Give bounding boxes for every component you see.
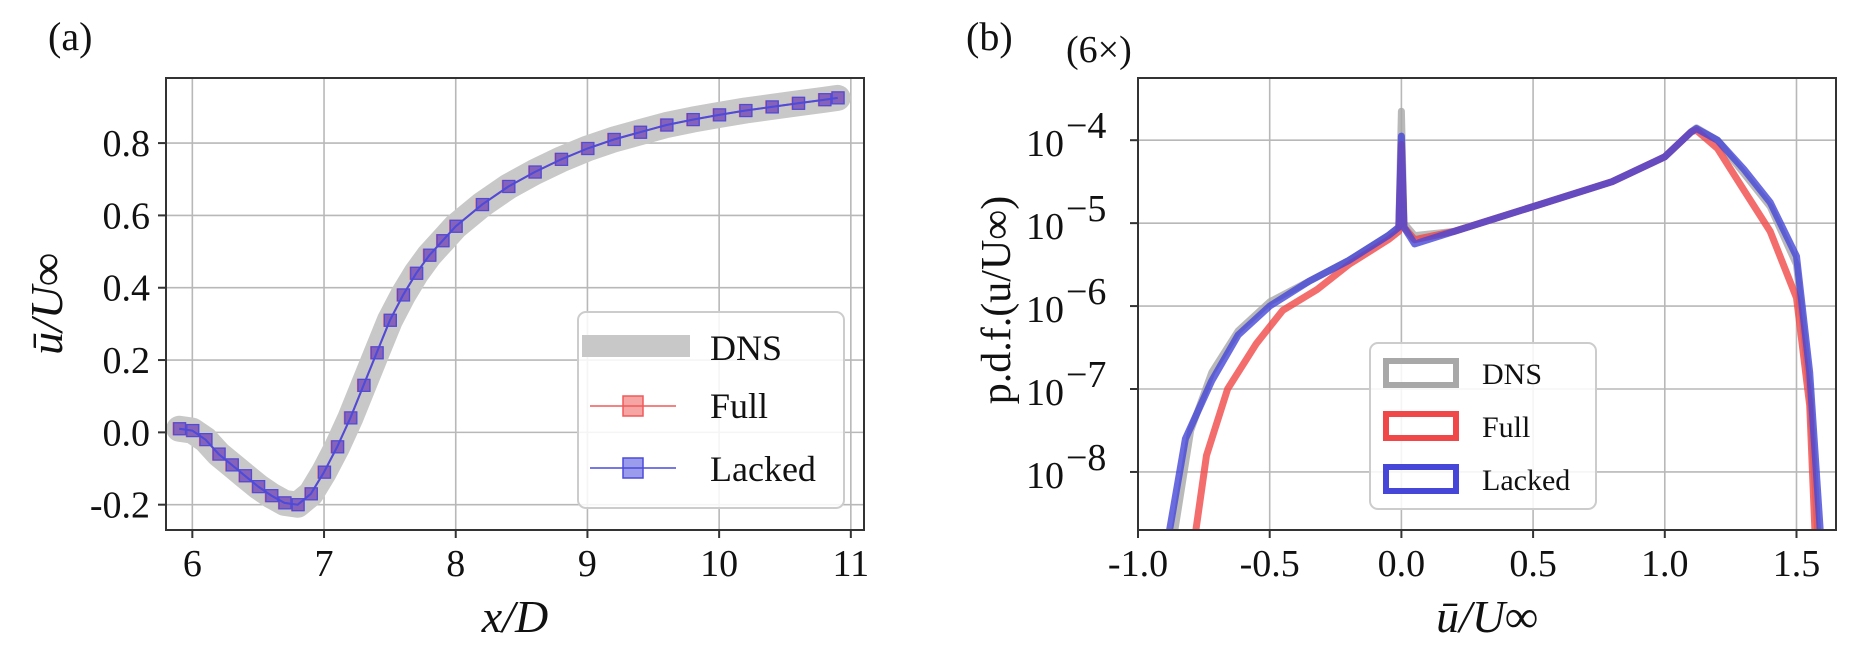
panel-b-ytick-label: 10 bbox=[1026, 123, 1064, 165]
legend-b-swatch-full bbox=[1383, 411, 1459, 441]
legend-a-swatch-dns bbox=[582, 335, 690, 357]
panel-a-point-lacked bbox=[357, 378, 371, 392]
panel-b-legend: DNS Full Lacked bbox=[1369, 342, 1597, 510]
panel-a-xtick-label: 11 bbox=[833, 543, 870, 585]
legend-a-marker-full bbox=[622, 395, 644, 417]
panel-a-point-lacked bbox=[199, 433, 213, 447]
panel-a-ytick-label: 0.8 bbox=[103, 123, 151, 165]
panel-a-point-lacked bbox=[278, 496, 292, 510]
panel-a-point-lacked bbox=[252, 480, 266, 494]
panel-a-legend: DNS Full Lacked bbox=[577, 311, 845, 509]
panel-b-ytick-exponent: −5 bbox=[1066, 188, 1106, 230]
panel-a-point-lacked bbox=[713, 108, 727, 122]
panel-a-point-lacked bbox=[304, 487, 318, 501]
panel-b-plot: -1.0 -0.5 0.0 0.5 1.0 1.510−810−710−610−510−4… bbox=[1026, 77, 1837, 585]
panel-a-point-lacked bbox=[792, 96, 806, 110]
legend-b-label-full: Full bbox=[1482, 411, 1530, 444]
panel-b-xlabel: ū/U∞ bbox=[1436, 591, 1538, 642]
panel-a-point-lacked bbox=[634, 125, 648, 139]
panel-b-xtick-label: 0.5 bbox=[1509, 543, 1557, 585]
panel-a-xtick-label: 8 bbox=[446, 543, 465, 585]
panel-b-ytick-label: 10 bbox=[1026, 455, 1064, 497]
panel-a-point-lacked bbox=[291, 498, 305, 512]
panel-a-point-lacked bbox=[739, 103, 753, 118]
panel-a-point-lacked bbox=[818, 93, 832, 107]
panel-a-point-lacked bbox=[370, 346, 384, 360]
legend-b-swatch-dns bbox=[1383, 358, 1459, 388]
panel-b-xtick-label: 1.0 bbox=[1641, 543, 1689, 585]
panel-b-ylabel: p.d.f.(u/U∞) bbox=[974, 196, 1020, 404]
panel-a-point-lacked bbox=[331, 440, 345, 454]
panel-a-point-lacked bbox=[581, 141, 595, 156]
panel-a-point-lacked bbox=[475, 197, 490, 212]
panel-a-point-lacked bbox=[607, 132, 621, 147]
panel-a-point-lacked bbox=[344, 411, 358, 425]
panel-a-xlabel: x/D bbox=[481, 591, 548, 642]
panel-a-ylabel: ū/U∞ bbox=[21, 253, 72, 355]
legend-a-marker-lacked bbox=[622, 457, 644, 479]
panel-a-point-lacked bbox=[410, 266, 424, 280]
panel-a-point-lacked bbox=[686, 112, 700, 127]
panel-b-label: (b) bbox=[966, 14, 1013, 59]
legend-b-label-lacked: Lacked bbox=[1482, 464, 1570, 497]
legend-b-label-dns: DNS bbox=[1482, 358, 1542, 391]
panel-a-frame bbox=[165, 77, 865, 531]
panel-a-label: (a) bbox=[48, 14, 92, 59]
panel-a-point-lacked bbox=[238, 469, 253, 483]
legend-a-box bbox=[577, 311, 845, 509]
panel-a-point-lacked bbox=[212, 447, 226, 461]
panel-a-point-lacked bbox=[396, 288, 411, 302]
panel-b-ytick-label: 10 bbox=[1026, 372, 1064, 414]
panel-a-point-lacked bbox=[660, 118, 674, 132]
panel-b-series-lacked bbox=[1166, 125, 1824, 531]
panel-a-xtick-label: 9 bbox=[578, 543, 597, 585]
panel-b-xtick-label: -0.5 bbox=[1240, 543, 1300, 585]
panel-b-ytick-label: 10 bbox=[1026, 206, 1064, 248]
panel-a-point-lacked bbox=[554, 152, 569, 166]
panel-a-ytick-label: 0.2 bbox=[103, 340, 151, 382]
panel-b-ytick-exponent: −8 bbox=[1066, 437, 1106, 479]
panel-a-point-lacked bbox=[528, 165, 542, 179]
legend-a-label-full: Full bbox=[710, 386, 768, 426]
panel-b-xtick-label: 0.0 bbox=[1378, 543, 1426, 585]
panel-b-frame bbox=[1137, 77, 1837, 531]
panel-a-point-lacked bbox=[436, 234, 450, 248]
panel-a-ytick-label: 0.6 bbox=[103, 195, 151, 237]
legend-b-swatch-lacked bbox=[1383, 464, 1459, 494]
legend-a-label-lacked: Lacked bbox=[710, 449, 816, 489]
panel-b-ytick-label: 10 bbox=[1026, 289, 1064, 331]
panel-a-point-lacked bbox=[765, 100, 779, 114]
panel-b-ytick-exponent: −6 bbox=[1066, 271, 1106, 313]
panel-a-xtick-label: 10 bbox=[700, 543, 738, 585]
panel-a-point-lacked bbox=[317, 465, 332, 479]
panel-a-point-lacked bbox=[173, 422, 187, 436]
legend-a-label-dns: DNS bbox=[710, 328, 782, 368]
panel-b-ytick-exponent: −7 bbox=[1066, 354, 1106, 396]
panel-a-point-lacked bbox=[265, 489, 279, 503]
panel-a-ytick-label: -0.2 bbox=[90, 485, 150, 527]
panel-a-point-lacked bbox=[225, 458, 239, 472]
panel-a-point-lacked bbox=[423, 248, 437, 262]
panel-a-plot: 6 7 8 9 10 11 -0.2 0.0 0.2 0.4 0.6 0.8 DNS Full Lac… bbox=[90, 77, 870, 585]
panel-a-point-lacked bbox=[449, 219, 463, 233]
panel-b-scale-note: (6×) bbox=[1066, 29, 1132, 71]
panel-a-point-lacked bbox=[502, 179, 516, 194]
panel-a-ytick-label: 0.0 bbox=[103, 412, 151, 454]
panel-b-xtick-label: -1.0 bbox=[1108, 543, 1168, 585]
panel-a-xtick-label: 7 bbox=[315, 543, 334, 585]
panel-a-point-lacked bbox=[186, 423, 200, 438]
panel-b-ytick-exponent: −4 bbox=[1066, 105, 1106, 147]
panel-a-ytick-label: 0.4 bbox=[103, 268, 151, 310]
panel-a-point-lacked bbox=[383, 313, 397, 327]
panel-a-xtick-label: 6 bbox=[183, 543, 202, 585]
panel-b-xtick-label: 1.5 bbox=[1773, 543, 1821, 585]
panel-a-point-lacked bbox=[831, 91, 845, 105]
